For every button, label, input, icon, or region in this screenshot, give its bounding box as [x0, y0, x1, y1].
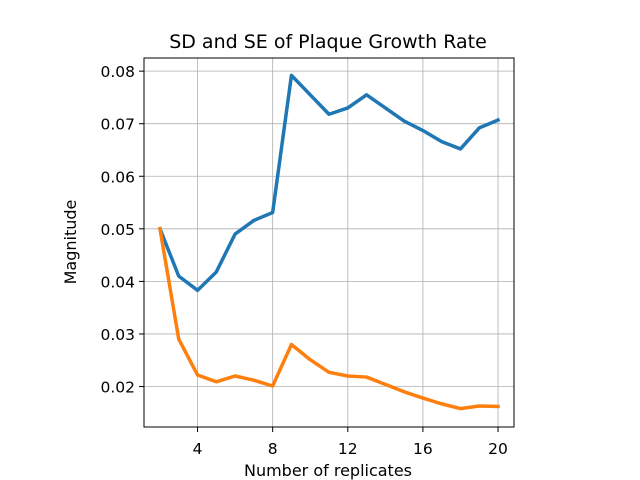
x-axis-label: Number of replicates [244, 461, 412, 480]
x-tick-label: 12 [338, 440, 358, 458]
grid-lines [144, 58, 514, 427]
plot-area-frame [143, 57, 515, 428]
y-tick-label: 0.07 [100, 116, 135, 134]
y-tick-label: 0.03 [100, 326, 135, 344]
y-tick-label: 0.02 [100, 379, 135, 397]
y-axis-label: Magnitude [61, 200, 80, 285]
series-lines [157, 73, 501, 411]
x-axis-ticks: 4 8 12 16 20 [193, 427, 508, 458]
x-tick-label: 4 [193, 440, 203, 458]
y-axis-ticks: 0.02 0.03 0.04 0.05 0.06 0.07 0.08 [100, 63, 144, 397]
series-line-1 [157, 73, 501, 293]
x-tick-label: 8 [268, 440, 278, 458]
x-tick-label: 20 [488, 440, 508, 458]
y-tick-label: 0.08 [100, 63, 135, 81]
y-tick-label: 0.05 [100, 221, 135, 239]
y-tick-label: 0.04 [100, 273, 135, 291]
x-tick-label: 16 [413, 440, 433, 458]
y-tick-label: 0.06 [100, 168, 135, 186]
series-line-2 [157, 226, 500, 411]
chart-title: SD and SE of Plaque Growth Rate [169, 31, 487, 53]
